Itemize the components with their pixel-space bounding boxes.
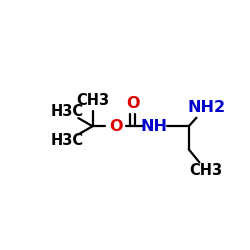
Text: O: O xyxy=(109,119,122,134)
Text: NH: NH xyxy=(140,119,168,134)
Text: H3C: H3C xyxy=(51,133,84,148)
Text: CH3: CH3 xyxy=(190,163,223,178)
Text: O: O xyxy=(126,96,140,111)
Text: NH2: NH2 xyxy=(187,100,225,114)
Text: H3C: H3C xyxy=(51,104,84,119)
Text: CH3: CH3 xyxy=(76,93,109,108)
